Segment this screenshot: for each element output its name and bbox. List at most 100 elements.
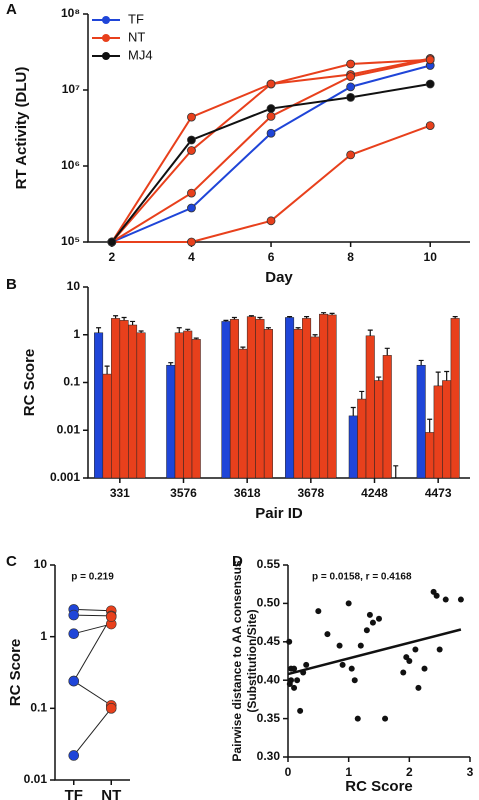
point	[294, 677, 301, 684]
point	[324, 631, 331, 638]
y-tick-label: 10	[34, 557, 48, 571]
axis-line	[54, 565, 130, 781]
error-bar	[321, 312, 327, 315]
point	[286, 681, 293, 688]
point	[68, 750, 80, 761]
y-tick-label: 0.55	[257, 557, 281, 571]
error-bar	[223, 319, 229, 322]
point	[336, 642, 343, 649]
bar	[416, 364, 426, 479]
error-bar	[393, 465, 399, 478]
x-tick-label: 2	[109, 250, 116, 264]
x-tick-label: 1	[345, 765, 352, 779]
point	[366, 611, 373, 618]
point	[345, 600, 352, 607]
bar	[442, 380, 452, 479]
error-bar	[312, 334, 318, 337]
y-tick-label: 10⁷	[62, 82, 80, 96]
annotation: p = 0.219	[71, 572, 114, 583]
x-tick-label: 6	[268, 250, 275, 264]
error-bar	[418, 359, 424, 366]
point	[369, 619, 376, 626]
bar	[450, 318, 460, 479]
error-bar	[350, 406, 356, 416]
bar	[128, 324, 138, 479]
error-bar	[452, 315, 458, 319]
point	[425, 121, 435, 131]
legend-label: NT	[128, 29, 145, 44]
point	[107, 237, 117, 247]
bar	[94, 332, 104, 479]
point	[68, 675, 80, 687]
point	[346, 59, 356, 69]
x-tick-label: 8	[347, 250, 354, 264]
point	[187, 146, 196, 155]
bar	[302, 318, 312, 479]
point	[303, 661, 310, 668]
point	[433, 592, 440, 599]
bar	[191, 339, 201, 479]
point	[425, 55, 435, 65]
legend-label: MJ4	[128, 47, 153, 62]
point	[412, 646, 419, 653]
bar	[183, 330, 193, 479]
error-bar	[257, 316, 263, 320]
annotation: p = 0.0158, r = 0.4168	[312, 572, 412, 583]
y-tick-label: 0.01	[57, 422, 81, 436]
x-tick-label: 10	[424, 250, 438, 264]
axis-line	[287, 565, 470, 758]
x-axis-title: RC Score	[345, 778, 413, 795]
pair-line	[73, 608, 112, 612]
y-tick-label: 10⁵	[61, 234, 80, 248]
y-tick-label: 10⁸	[61, 6, 80, 20]
pair-line	[73, 680, 112, 706]
y-tick-label: 0.45	[257, 634, 281, 648]
bar	[319, 313, 329, 479]
y-axis-title: RC Score	[21, 349, 38, 417]
fit-line	[287, 628, 462, 676]
error-bar	[376, 376, 382, 381]
error-bar	[113, 315, 119, 319]
x-tick-label: 3618	[234, 486, 261, 500]
error-bar	[265, 327, 271, 330]
point	[266, 79, 276, 89]
bar	[357, 398, 367, 479]
point	[187, 203, 196, 213]
y-tick-label: 0.001	[50, 470, 80, 484]
bar	[119, 320, 129, 479]
point	[291, 684, 298, 691]
point	[187, 237, 196, 247]
pair-line	[73, 616, 112, 682]
error-bar	[435, 371, 441, 386]
bar	[327, 314, 337, 479]
point	[346, 150, 356, 160]
x-tick-label: 4473	[425, 486, 452, 500]
point	[266, 111, 276, 121]
bar	[348, 415, 358, 479]
error-bar	[193, 337, 199, 340]
y-tick-label: 0.35	[257, 711, 281, 725]
point	[457, 596, 464, 603]
bar	[293, 329, 303, 479]
bar	[365, 335, 375, 479]
x-axis-title: Pair ID	[255, 505, 303, 522]
error-bar	[248, 315, 254, 317]
point	[415, 684, 422, 691]
x-tick-label: 4	[188, 250, 195, 264]
error-bar	[138, 330, 144, 333]
legend-marker	[102, 16, 110, 24]
point	[286, 638, 293, 645]
pair-line	[73, 623, 112, 635]
error-bar	[359, 390, 365, 400]
bar	[374, 380, 384, 479]
error-bar	[295, 327, 301, 330]
x-tick-label: 4248	[361, 486, 388, 500]
x-tick-label: NT	[101, 787, 121, 800]
point	[382, 715, 389, 722]
point	[297, 707, 304, 714]
bar	[221, 321, 231, 479]
point	[346, 72, 356, 82]
point	[363, 627, 370, 634]
point	[315, 608, 322, 615]
